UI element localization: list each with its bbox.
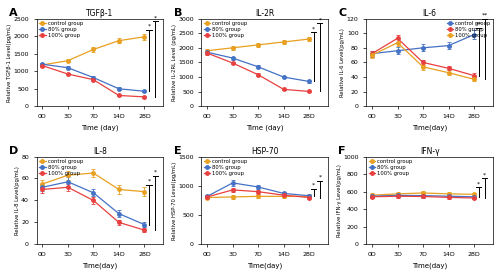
Legend: control group, 80% group, 100% group: control group, 80% group, 100% group xyxy=(38,158,84,177)
Text: *: * xyxy=(154,15,156,20)
Legend: control group, 80% group, 100% group: control group, 80% group, 100% group xyxy=(368,158,414,177)
Text: *: * xyxy=(148,24,150,29)
Text: *: * xyxy=(148,179,150,184)
Text: B: B xyxy=(174,8,182,18)
Title: HSP-70: HSP-70 xyxy=(251,147,278,156)
Title: IFN-γ: IFN-γ xyxy=(420,147,440,156)
Title: TGFβ-1: TGFβ-1 xyxy=(86,9,114,18)
Y-axis label: Relative IL-6 Level(pg/mL): Relative IL-6 Level(pg/mL) xyxy=(340,28,345,97)
X-axis label: Time(day): Time(day) xyxy=(82,262,118,269)
Text: F: F xyxy=(338,146,346,156)
Text: *: * xyxy=(483,172,486,178)
Title: IL-2R: IL-2R xyxy=(255,9,274,18)
X-axis label: Time(day): Time(day) xyxy=(412,262,448,269)
X-axis label: Time(day): Time(day) xyxy=(247,262,282,269)
Text: C: C xyxy=(338,8,346,18)
Text: *: * xyxy=(318,175,322,180)
Text: *: * xyxy=(477,181,480,186)
Text: **: ** xyxy=(482,13,488,18)
Legend: control group, 80% group, 100% group: control group, 80% group, 100% group xyxy=(203,158,249,177)
Y-axis label: Relative HSP-70 Level(pg/mL): Relative HSP-70 Level(pg/mL) xyxy=(172,161,177,240)
Y-axis label: Relative IL-8 Level(pg/mL): Relative IL-8 Level(pg/mL) xyxy=(14,166,20,235)
Text: **: ** xyxy=(476,22,482,27)
Text: D: D xyxy=(8,146,18,156)
X-axis label: Time(day): Time(day) xyxy=(412,124,448,131)
X-axis label: Time (day): Time (day) xyxy=(246,124,284,131)
Text: E: E xyxy=(174,146,181,156)
Y-axis label: Relative TGFβ-1 Level(pg/mL): Relative TGFβ-1 Level(pg/mL) xyxy=(7,23,12,102)
Title: IL-8: IL-8 xyxy=(93,147,107,156)
Title: IL-6: IL-6 xyxy=(422,9,436,18)
Legend: control group, 80% group, 100% group: control group, 80% group, 100% group xyxy=(38,20,84,39)
Y-axis label: Relative IFN-γ Level(pg/mL): Relative IFN-γ Level(pg/mL) xyxy=(336,164,342,237)
X-axis label: Time (day): Time (day) xyxy=(82,124,119,131)
Y-axis label: Relative IL-2RL Level (pg/mL): Relative IL-2RL Level (pg/mL) xyxy=(172,24,177,101)
Legend: control group, 80% group, 100% group: control group, 80% group, 100% group xyxy=(446,20,492,39)
Text: A: A xyxy=(8,8,18,18)
Text: *: * xyxy=(318,17,322,22)
Text: *: * xyxy=(154,170,156,175)
Legend: control group, 80% group, 100% group: control group, 80% group, 100% group xyxy=(203,20,249,39)
Text: *: * xyxy=(312,26,316,31)
Text: *: * xyxy=(312,183,316,188)
